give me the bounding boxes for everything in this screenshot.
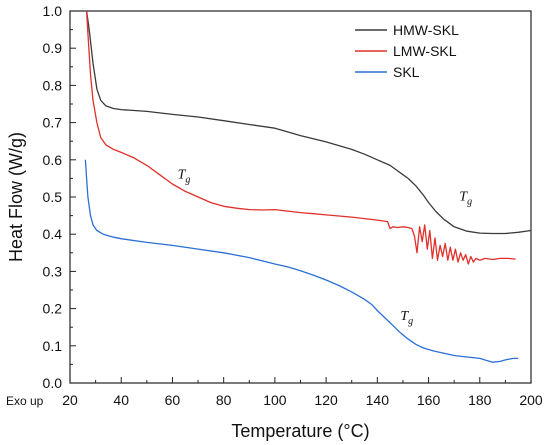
y-tick-label: 0.3 (43, 263, 63, 279)
axes: 20 40 60 80 100 120 140 160 180 200 0.0 0.1 0.2 0.3 0.… (43, 3, 543, 408)
y-axis-title: Heat Flow (W/g) (6, 132, 26, 262)
x-axis-title: Temperature (°C) (231, 421, 369, 441)
y-tick-label: 0.4 (43, 226, 63, 242)
y-tick-label: 1.0 (43, 3, 63, 19)
x-tick-label: 100 (263, 392, 287, 408)
tg-annotation: Tg (459, 190, 472, 208)
annotations: Tg Tg Tg (178, 167, 473, 326)
y-tick-label: 0.7 (43, 115, 63, 131)
y-tick-label: 0.5 (43, 189, 63, 205)
x-tick-label: 180 (468, 392, 492, 408)
legend-label: SKL (393, 64, 420, 80)
y-tick-label: 0.0 (43, 375, 63, 391)
legend: HMW-SKL LMW-SKL SKL (355, 22, 459, 80)
exo-up-label: Exo up (6, 394, 44, 408)
x-tick-label: 40 (113, 392, 129, 408)
x-tick-label: 80 (216, 392, 232, 408)
y-tick-label: 0.9 (43, 40, 63, 56)
x-tick-label: 20 (62, 392, 78, 408)
y-tick-label: 0.8 (43, 77, 63, 93)
legend-label: LMW-SKL (393, 43, 457, 59)
tg-annotation: Tg (400, 309, 413, 327)
series-layer (84, 11, 531, 363)
tg-annotation: Tg (178, 167, 191, 185)
y-tick-label: 0.6 (43, 152, 63, 168)
x-tick-label: 120 (314, 392, 338, 408)
x-tick-label: 140 (366, 392, 390, 408)
series-line-lmw-skl (85, 11, 516, 265)
y-tick-label: 0.1 (43, 338, 63, 354)
legend-label: HMW-SKL (393, 22, 459, 38)
x-tick-label: 60 (165, 392, 181, 408)
x-tick-label: 160 (417, 392, 441, 408)
series-line-skl (84, 159, 519, 363)
y-tick-label: 0.2 (43, 301, 63, 317)
x-tick-label: 200 (519, 392, 543, 408)
series-line-hmw-skl (85, 11, 531, 235)
